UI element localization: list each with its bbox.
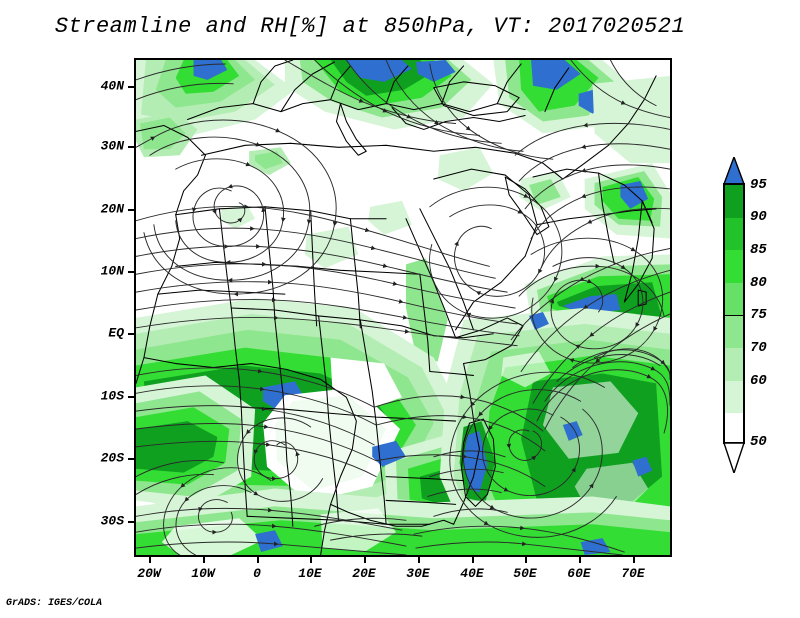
colorbar-band-50-60 [725,380,743,415]
colorbar-band-75-80 [725,282,743,317]
xaxis-label-9: 70E [621,566,645,581]
yaxis-label-1: 30N [100,138,124,154]
colorbar-under-arrow [723,443,745,473]
xaxis-label-1: 10W [191,566,215,581]
map-svg [136,60,670,555]
colorbar-label-75: 75 [750,307,767,323]
colorbar-label-70: 70 [750,340,767,356]
colorbar-band-70-75 [725,315,743,350]
streamline-layer [136,60,670,555]
yaxis-label-6: 20S [100,450,124,466]
colorbar-band-60-70 [725,348,743,382]
yaxis-label-3: 10N [100,263,124,279]
xaxis-label-7: 50E [513,566,537,581]
xaxis-label-6: 40E [460,566,484,581]
plot-frame [134,58,672,557]
ytick-6 [128,458,134,460]
xaxis-label-8: 60E [567,566,591,581]
ytick-3 [128,271,134,273]
ytick-4 [128,333,134,335]
colorbar-label-90: 90 [750,209,767,225]
xaxis-label-0: 20W [137,566,161,581]
xtick-1 [203,557,205,563]
yaxis-label-5: 10S [100,388,124,404]
xtick-6 [472,557,474,563]
ytick-7 [128,521,134,523]
yaxis-label-0: 40N [100,78,124,94]
colorbar [723,183,745,444]
grads-credit: GrADS: IGES/COLA [6,598,103,609]
xaxis-label-2: 0 [253,566,261,581]
colorbar-label-85: 85 [750,242,767,258]
colorbar-label-95: 95 [750,177,767,193]
xtick-3 [310,557,312,563]
xtick-2 [257,557,259,563]
xtick-9 [633,557,635,563]
colorbar-label-60: 60 [750,373,767,389]
xtick-7 [525,557,527,563]
plot-inner [136,60,670,555]
xtick-4 [364,557,366,563]
xtick-8 [579,557,581,563]
colorbar-label-80: 80 [750,275,767,291]
yaxis-label-7: 30S [100,513,124,529]
colorbar-label-50: 50 [750,434,767,450]
xtick-0 [149,557,151,563]
ytick-5 [128,396,134,398]
xaxis-label-3: 10E [298,566,322,581]
yaxis-label-2: 20N [100,201,124,217]
xaxis-label-4: 20E [352,566,376,581]
yaxis-label-4: EQ [108,325,124,341]
colorbar-band-under-50 [725,413,743,443]
xtick-5 [418,557,420,563]
ytick-1 [128,146,134,148]
colorbar-band-85-90 [725,217,743,252]
colorbar-band-90-95 [725,185,743,219]
colorbar-over-arrow [723,157,745,184]
ytick-0 [128,86,134,88]
xaxis-label-5: 30E [406,566,430,581]
page-title: Streamline and RH[%] at 850hPa, VT: 2017… [54,14,686,39]
colorbar-band-80-85 [725,250,743,284]
ytick-2 [128,209,134,211]
